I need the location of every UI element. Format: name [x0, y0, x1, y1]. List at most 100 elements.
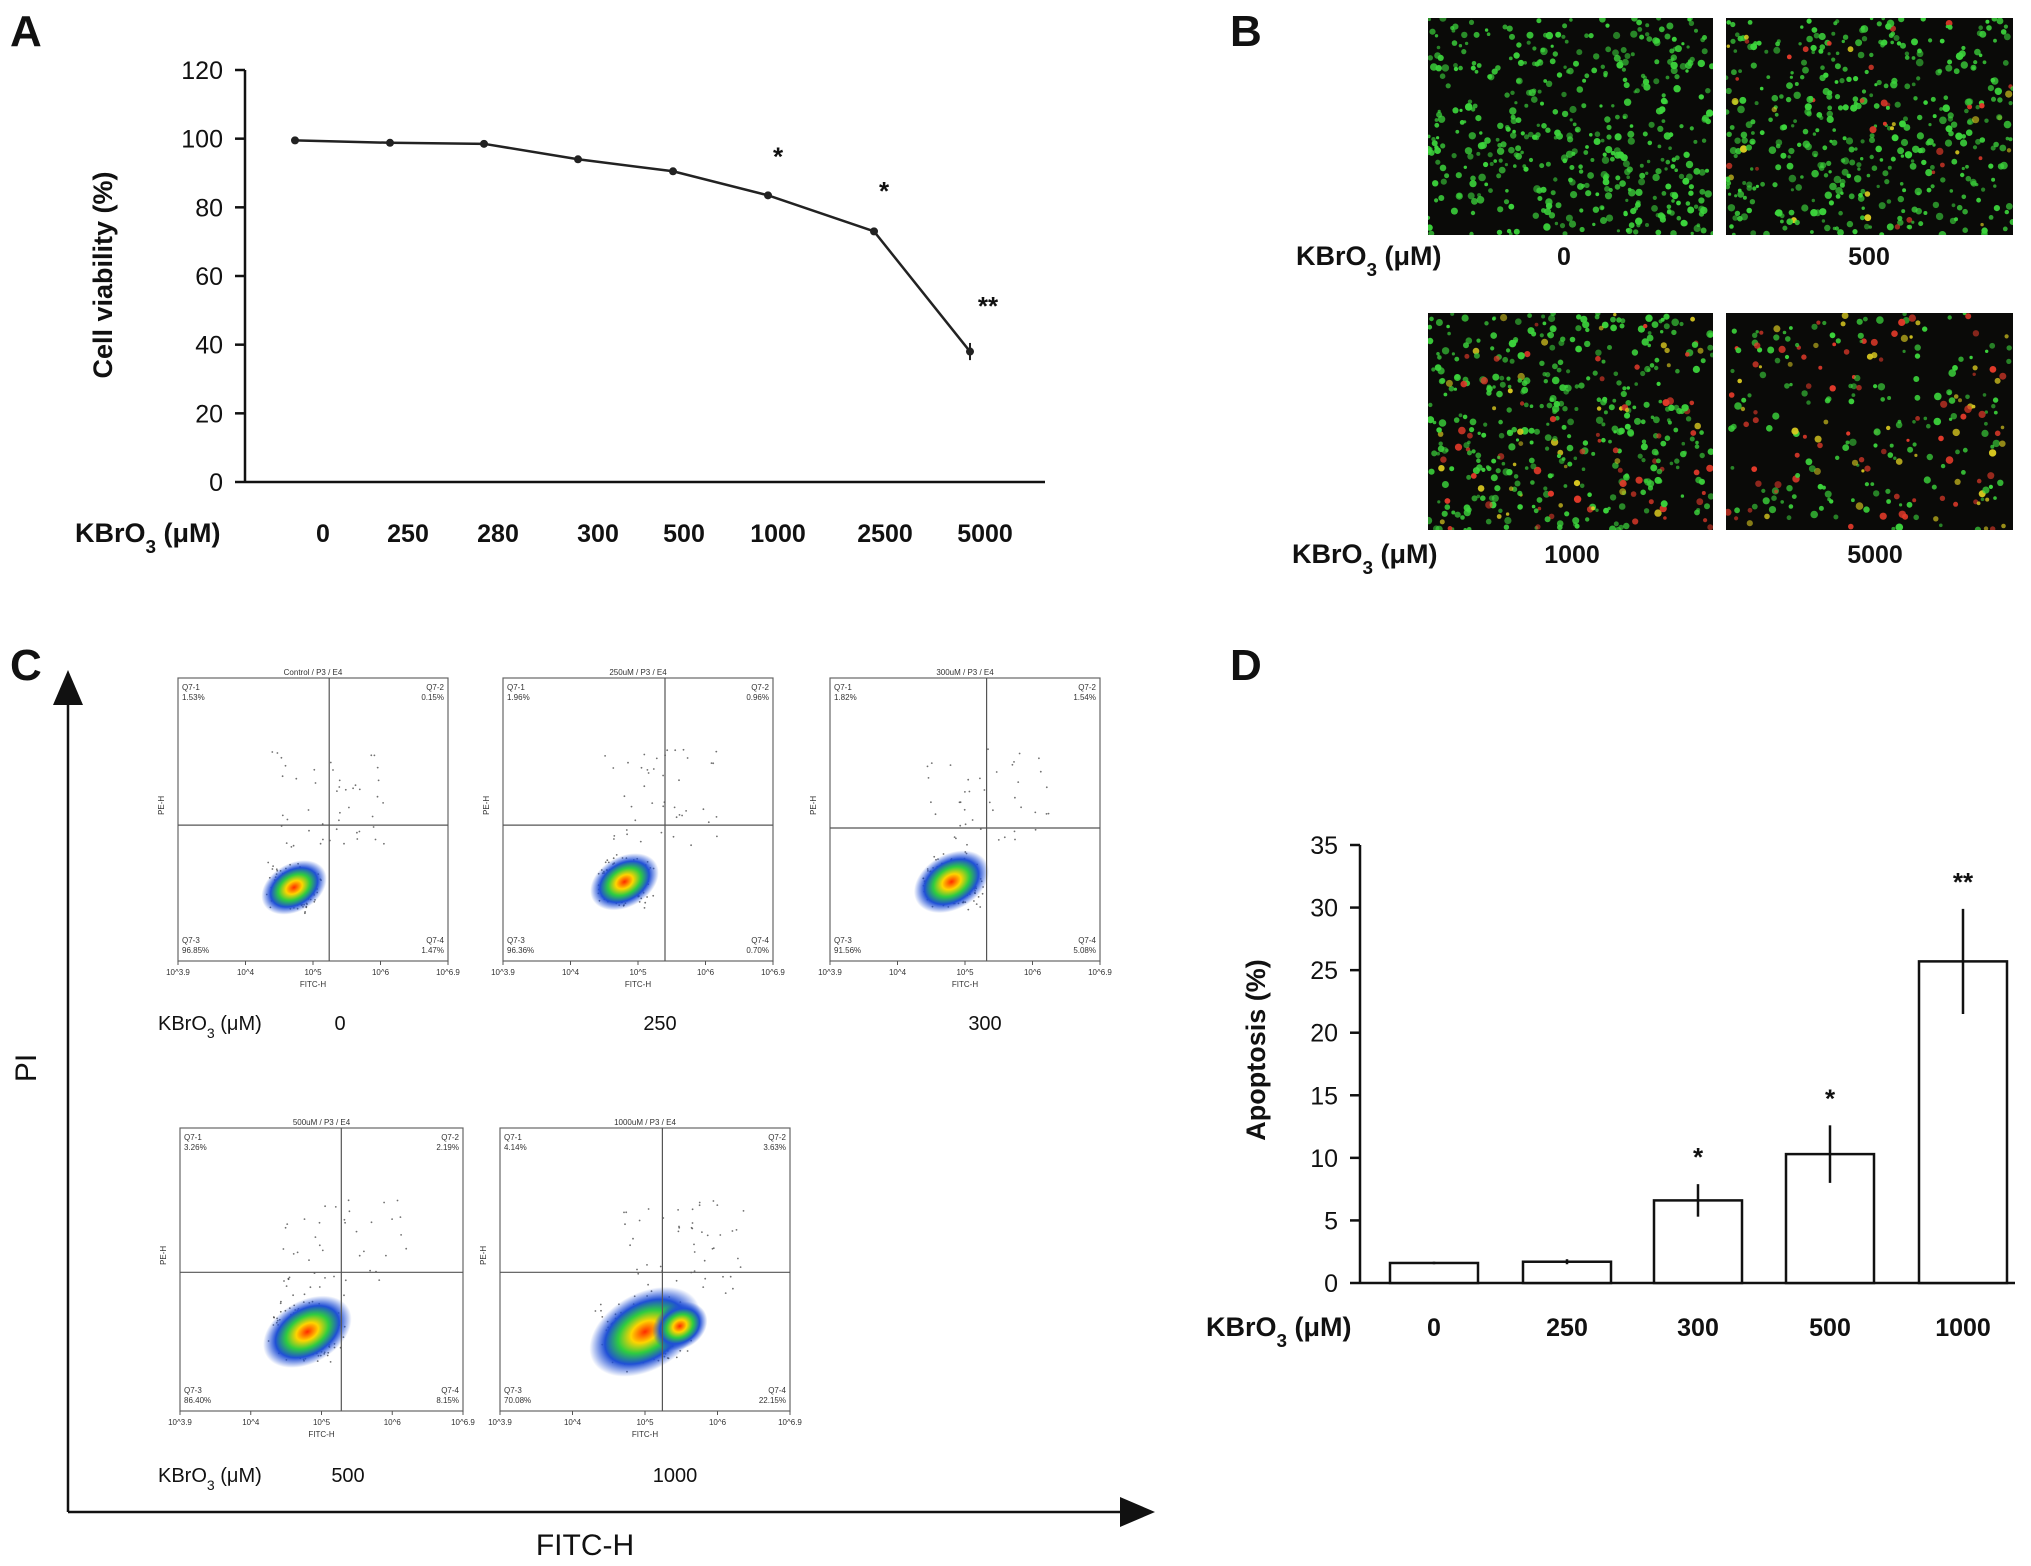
flow-density-cluster — [263, 1295, 352, 1368]
panel-letter-a: A — [10, 7, 42, 56]
chart-a-category-label: 250 — [387, 520, 429, 548]
chart-d-y-tick-label: 10 — [1310, 1145, 1338, 1173]
flow-quadrant-label: Q7-3 70.08% — [504, 1386, 531, 1405]
chart-a-y-axis-title: Cell viability (%) — [88, 171, 118, 378]
flow-x-tick-label: 10^3.9 — [488, 1418, 512, 1427]
micrograph-cells — [1726, 313, 2012, 530]
flow-quadrant-label: Q7-1 1.82% — [834, 683, 857, 702]
chart-d-significance: * — [1825, 1083, 1836, 1113]
flow-quadrant-label: Q7-4 1.47% — [421, 936, 444, 955]
flow-x-tick-label: 10^4 — [564, 1418, 582, 1427]
flow-density-cluster — [590, 853, 659, 911]
flow-x-tick-label: 10^6 — [372, 968, 390, 977]
flow-quadrant-label: Q7-2 1.54% — [1073, 683, 1096, 702]
chart-a-category-label: 0 — [316, 520, 330, 548]
flow-x-tick-label: 10^6.9 — [1088, 968, 1112, 977]
flow-x-tick-label: 10^5 — [304, 968, 322, 977]
flow-x-tick-label: 10^3.9 — [818, 968, 842, 977]
panel-b-xlabel-bottom: KBrO3 (μM) — [1292, 539, 1438, 579]
flow-plot: 1000uM / P3 / E4 Q7-1 4.14% Q7-2 3.63% Q7-3 70… — [479, 1118, 802, 1439]
panel-b-label-1000: 1000 — [1544, 541, 1600, 569]
flow-x-label: FITC-H — [300, 980, 326, 989]
chart-d-x-axis-title: KBrO3 (μM) — [1206, 1312, 1352, 1352]
micrograph-cells — [1726, 18, 2013, 235]
chart-a-category-label: 1000 — [750, 520, 806, 548]
flow-quadrant-label: Q7-4 8.15% — [436, 1386, 459, 1405]
chart-a-category-label: 500 — [663, 520, 705, 548]
flow-plot-title: 500uM / P3 / E4 — [293, 1118, 351, 1127]
flow-plot-frame — [177, 677, 449, 962]
flow-x-tick-label: 10^5 — [629, 968, 647, 977]
flow-x-tick-label: 10^6 — [384, 1418, 402, 1427]
chart-d-y-tick-label: 30 — [1310, 895, 1338, 923]
chart-a-point — [764, 191, 772, 200]
flow-x-tick-label: 10^4 — [889, 968, 907, 977]
chart-d-significance: ** — [1953, 867, 1974, 897]
chart-a-point — [480, 139, 488, 148]
chart-a-category-label: 2500 — [857, 520, 913, 548]
flow-x-label: FITC-H — [632, 1430, 658, 1439]
chart-a-y-tick-label: 20 — [195, 400, 223, 428]
panel-c-row1-label: KBrO3 (μM) — [158, 1013, 262, 1041]
flow-x-tick-label: 10^5 — [636, 1418, 654, 1427]
chart-d-bar — [1917, 960, 2009, 1285]
chart-a-y-tick-label: 120 — [181, 57, 223, 85]
flow-quadrant-label: Q7-4 0.70% — [746, 936, 769, 955]
micrograph-cells — [1428, 18, 1713, 235]
flow-x-tick-label: 10^6.9 — [451, 1418, 475, 1427]
chart-d-significance: * — [1693, 1142, 1704, 1172]
chart-a-significance: * — [879, 176, 890, 206]
panel-c-x-axis-title: FITC-H — [536, 1529, 634, 1562]
panel-c-label-0: 0 — [334, 1013, 345, 1035]
flow-density-cluster — [652, 1301, 708, 1351]
chart-d-category-label: 0 — [1427, 1314, 1441, 1342]
panel-c-label-1000: 1000 — [653, 1465, 698, 1487]
flow-x-tick-label: 10^6.9 — [436, 968, 460, 977]
flow-plot-title: Control / P3 / E4 — [284, 668, 343, 677]
chart-d-y-tick-label: 15 — [1310, 1082, 1338, 1110]
chart-d-y-tick-label: 20 — [1310, 1020, 1338, 1048]
flow-plot-title: 300uM / P3 / E4 — [936, 668, 994, 677]
chart-a-point — [291, 136, 299, 145]
flow-quadrant-label: Q7-1 3.26% — [184, 1133, 207, 1152]
chart-d-y-tick-label: 25 — [1310, 957, 1338, 985]
flow-x-tick-label: 10^3.9 — [168, 1418, 192, 1427]
flow-plot-title: 1000uM / P3 / E4 — [614, 1118, 676, 1127]
flow-quadrant-label: Q7-4 5.08% — [1073, 936, 1096, 955]
flow-x-tick-label: 10^6.9 — [761, 968, 785, 977]
flow-plot-frame — [179, 1127, 464, 1412]
chart-a-point — [870, 227, 878, 236]
flow-x-tick-label: 10^4 — [242, 1418, 260, 1427]
flow-x-tick-label: 10^4 — [237, 968, 255, 977]
flow-quadrant-label: Q7-3 91.56% — [834, 936, 861, 955]
flow-x-tick-label: 10^6 — [1024, 968, 1042, 977]
chart-d-category-label: 1000 — [1935, 1314, 1991, 1342]
panel-b-xlabel-top: KBrO3 (μM) — [1296, 241, 1442, 281]
chart-a-y-tick-label: 0 — [209, 469, 223, 497]
chart-a-y-tick-label: 100 — [181, 126, 223, 154]
chart-a-category-label: 280 — [477, 520, 519, 548]
flow-x-tick-label: 10^6.9 — [778, 1418, 802, 1427]
flow-quadrant-label: Q7-3 86.40% — [184, 1386, 211, 1405]
micrograph-cells — [1428, 313, 1713, 530]
panel-b-label-5000: 5000 — [1847, 541, 1903, 569]
chart-d-category-label: 250 — [1546, 1314, 1588, 1342]
chart-a-category-label: 5000 — [957, 520, 1013, 548]
flow-plot: 500uM / P3 / E4 Q7-1 3.26% Q7-2 2.19% Q7-3 86.… — [159, 1118, 475, 1439]
panel-b-label-500: 500 — [1848, 243, 1890, 271]
flow-x-label: FITC-H — [952, 980, 978, 989]
panel-c-label-300: 300 — [968, 1013, 1001, 1035]
flow-quadrant-label: Q7-2 0.96% — [746, 683, 769, 702]
chart-a-y-tick-label: 40 — [195, 332, 223, 360]
chart-d-bar — [1388, 1261, 1480, 1285]
flow-quadrant-label: Q7-3 96.85% — [182, 936, 209, 955]
chart-d-bar — [1521, 1260, 1613, 1285]
chart-d-y-tick-label: 0 — [1324, 1270, 1338, 1298]
flow-x-tick-label: 10^6 — [697, 968, 715, 977]
flow-plot: 250uM / P3 / E4 Q7-1 1.96% Q7-2 0.96% Q7-3 96.… — [482, 668, 785, 989]
flow-density-cluster — [913, 850, 990, 914]
chart-a-significance: * — [773, 142, 784, 172]
chart-a-x-axis-title: KBrO3 (μM) — [75, 518, 221, 558]
chart-a-point — [574, 155, 582, 164]
panel-letter-c: C — [10, 641, 42, 690]
